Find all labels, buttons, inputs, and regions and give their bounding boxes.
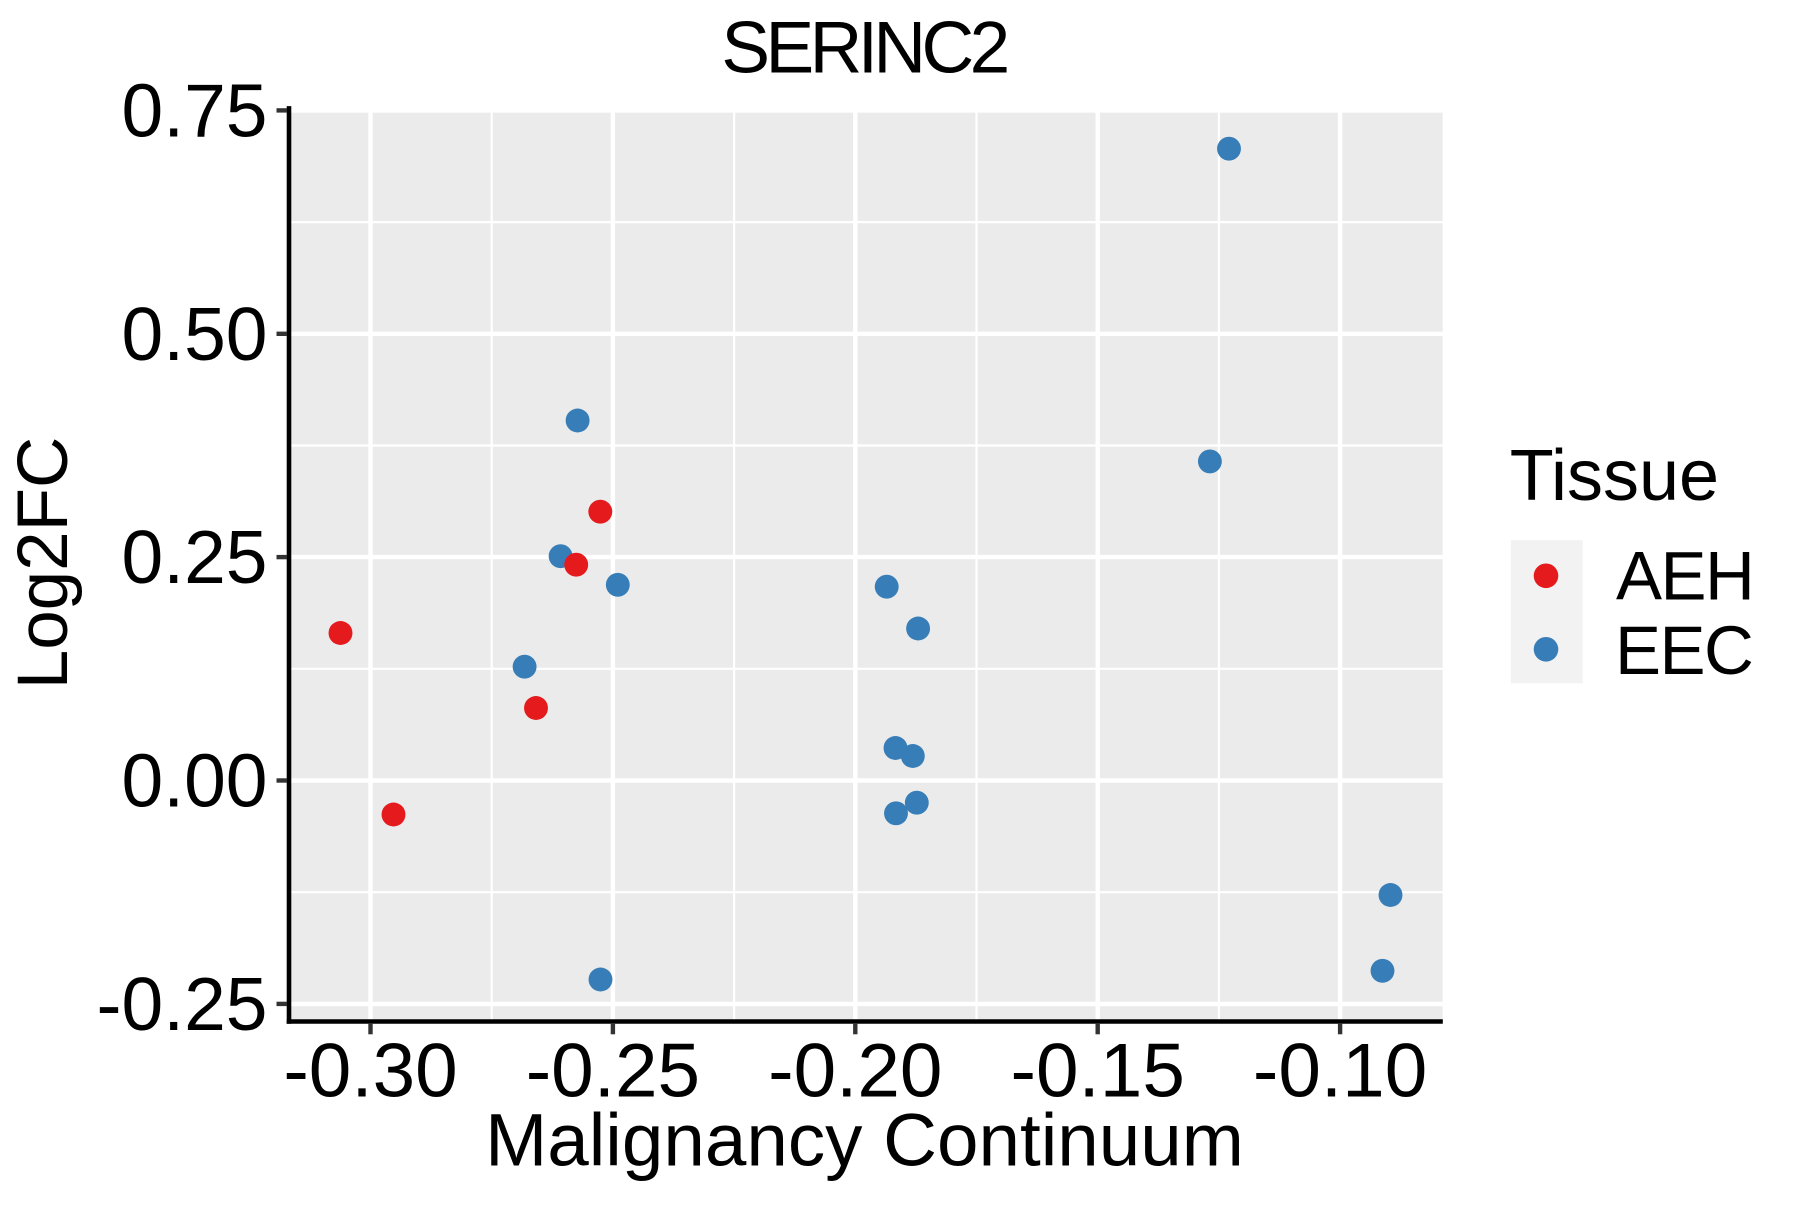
svg-text:-0.25: -0.25 <box>97 962 268 1046</box>
svg-text:-0.20: -0.20 <box>768 1029 942 1114</box>
svg-text:-0.25: -0.25 <box>526 1029 700 1114</box>
svg-text:Tissue: Tissue <box>1510 436 1719 516</box>
svg-text:Malignancy Continuum: Malignancy Continuum <box>485 1098 1244 1182</box>
svg-text:-0.10: -0.10 <box>1253 1029 1427 1114</box>
svg-text:EEC: EEC <box>1615 612 1752 689</box>
svg-text:AEH: AEH <box>1616 538 1753 615</box>
svg-text:Log2FC: Log2FC <box>4 437 83 690</box>
svg-text:-0.15: -0.15 <box>1011 1029 1185 1114</box>
svg-text:0.75: 0.75 <box>122 68 268 152</box>
svg-text:SERINC2: SERINC2 <box>721 8 1006 89</box>
svg-text:0.25: 0.25 <box>122 515 268 599</box>
svg-text:0.50: 0.50 <box>122 292 268 376</box>
svg-text:0.00: 0.00 <box>122 739 268 823</box>
svg-text:-0.30: -0.30 <box>283 1029 457 1114</box>
